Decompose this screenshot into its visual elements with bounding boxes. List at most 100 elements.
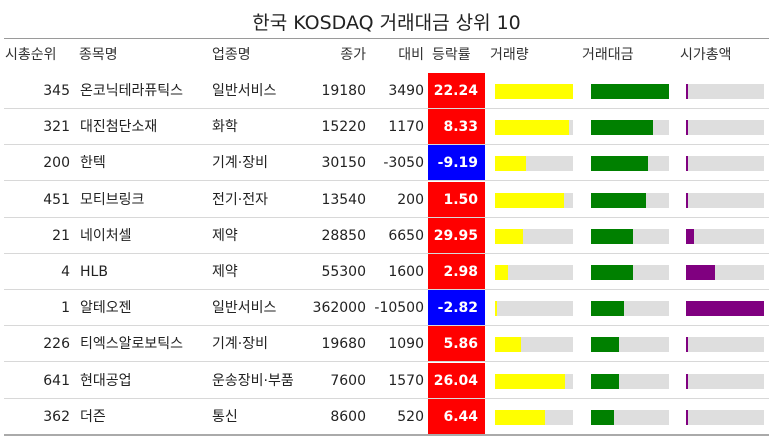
cell-sector: 제약 (212, 227, 238, 244)
cell-sector: 일반서비스 (212, 300, 277, 317)
bar-value (591, 192, 646, 208)
cell-close: 19180 (321, 83, 366, 99)
bar-track-volume (495, 156, 573, 172)
cell-close: 30150 (321, 155, 366, 172)
bar-value (591, 228, 634, 244)
cell-rank: 200 (43, 155, 70, 172)
bar-track-volume (495, 409, 573, 425)
row-divider (4, 325, 769, 327)
header-name: 종목명 (79, 47, 118, 63)
chart-title: 한국 KOSDAQ 거래대금 상위 10 (252, 12, 521, 34)
cell-rate: 22.24 (428, 73, 485, 109)
header-value: 거래대금 (582, 47, 634, 63)
cell-sector: 화학 (212, 119, 238, 136)
row-divider (4, 361, 769, 363)
cell-diff: 520 (397, 408, 424, 425)
cell-rank: 641 (43, 372, 70, 389)
cell-close: 19680 (321, 336, 366, 353)
row-divider (4, 108, 769, 109)
cell-rate: 2.98 (428, 254, 485, 290)
cell-name: 온코닉테라퓨틱스 (80, 83, 184, 99)
bar-value (591, 301, 624, 317)
bar-volume (495, 301, 498, 317)
table-row: 345 온코닉테라퓨틱스 일반서비스 19180 3490 22.24 (4, 73, 769, 109)
cell-rate: 6.44 (428, 398, 485, 435)
cell-rank: 226 (43, 336, 70, 353)
bar-track-mcap (686, 409, 764, 425)
cell-rate: 5.86 (428, 326, 485, 363)
bar-volume (495, 228, 524, 244)
bar-track-mcap (686, 265, 764, 280)
bar-track-volume (495, 373, 573, 389)
cell-diff: 1170 (388, 119, 424, 136)
table-row: 451 모티브링크 전기·전자 13540 200 1.50 (4, 181, 769, 218)
cell-diff: 3490 (388, 83, 424, 99)
bar-value (591, 337, 620, 353)
bar-volume (495, 120, 570, 136)
bar-track-value (591, 156, 669, 172)
bar-track-value (591, 228, 669, 244)
bar-track-volume (495, 265, 573, 280)
bar-track-volume (495, 192, 573, 208)
table-bottom-rule (4, 434, 769, 436)
row-divider (4, 180, 769, 182)
bar-track-value (591, 301, 669, 317)
bar-track-value (591, 409, 669, 425)
cell-sector: 통신 (212, 408, 238, 425)
bar-mcap (686, 373, 688, 389)
cell-name: 대진첨단소재 (80, 119, 158, 136)
cell-sector: 일반서비스 (212, 83, 277, 99)
cell-name: 모티브링크 (80, 191, 145, 208)
table-row: 641 현대공업 운송장비·부품 7600 1570 26.04 (4, 362, 769, 399)
bar-volume (495, 192, 564, 208)
row-divider (4, 216, 769, 218)
bar-mcap (686, 156, 688, 172)
cell-close: 55300 (321, 264, 366, 280)
cell-diff: 6650 (388, 227, 424, 244)
cell-rate: -2.82 (428, 290, 485, 327)
bar-track-volume (495, 228, 573, 244)
bar-mcap (686, 409, 688, 425)
bar-track-value (591, 192, 669, 208)
bar-track-volume (495, 120, 573, 136)
header-volume: 거래량 (490, 47, 529, 63)
bar-track-volume (495, 337, 573, 353)
bar-volume (495, 373, 566, 389)
cell-name: HLB (80, 264, 108, 280)
cell-close: 8600 (330, 408, 366, 425)
cell-diff: -3050 (383, 155, 424, 172)
cell-rate: 8.33 (428, 109, 485, 146)
cell-name: 티엑스알로보틱스 (80, 336, 184, 353)
cell-rank: 321 (43, 119, 70, 136)
bar-track-value (591, 265, 669, 280)
cell-close: 15220 (321, 119, 366, 136)
bar-track-mcap (686, 301, 764, 317)
cell-sector: 기계·장비 (212, 336, 268, 353)
bar-track-mcap (686, 156, 764, 172)
cell-rate: 26.04 (428, 362, 485, 399)
table-row: 1 알테오젠 일반서비스 362000 -10500 -2.82 (4, 290, 769, 327)
cell-rank: 451 (43, 191, 70, 208)
bar-value (591, 265, 634, 280)
header-mcap: 시가총액 (680, 47, 732, 63)
cell-close: 13540 (321, 191, 366, 208)
bar-mcap (686, 84, 688, 99)
cell-name: 한텍 (80, 155, 106, 172)
cell-rank: 21 (52, 227, 70, 244)
cell-rank: 4 (61, 264, 70, 280)
bar-volume (495, 337, 521, 353)
cell-name: 네이처셀 (80, 227, 132, 244)
table-row: 200 한텍 기계·장비 30150 -3050 -9.19 (4, 145, 769, 182)
bar-track-mcap (686, 337, 764, 353)
bar-track-mcap (686, 373, 764, 389)
table-row: 226 티엑스알로보틱스 기계·장비 19680 1090 5.86 (4, 326, 769, 363)
bar-track-mcap (686, 84, 764, 99)
bar-value (591, 373, 620, 389)
cell-rank: 1 (61, 300, 70, 317)
bar-track-value (591, 373, 669, 389)
bar-track-volume (495, 301, 573, 317)
cell-sector: 운송장비·부품 (212, 372, 294, 389)
table-row: 362 더즌 통신 8600 520 6.44 (4, 398, 769, 435)
bar-mcap (686, 265, 715, 280)
